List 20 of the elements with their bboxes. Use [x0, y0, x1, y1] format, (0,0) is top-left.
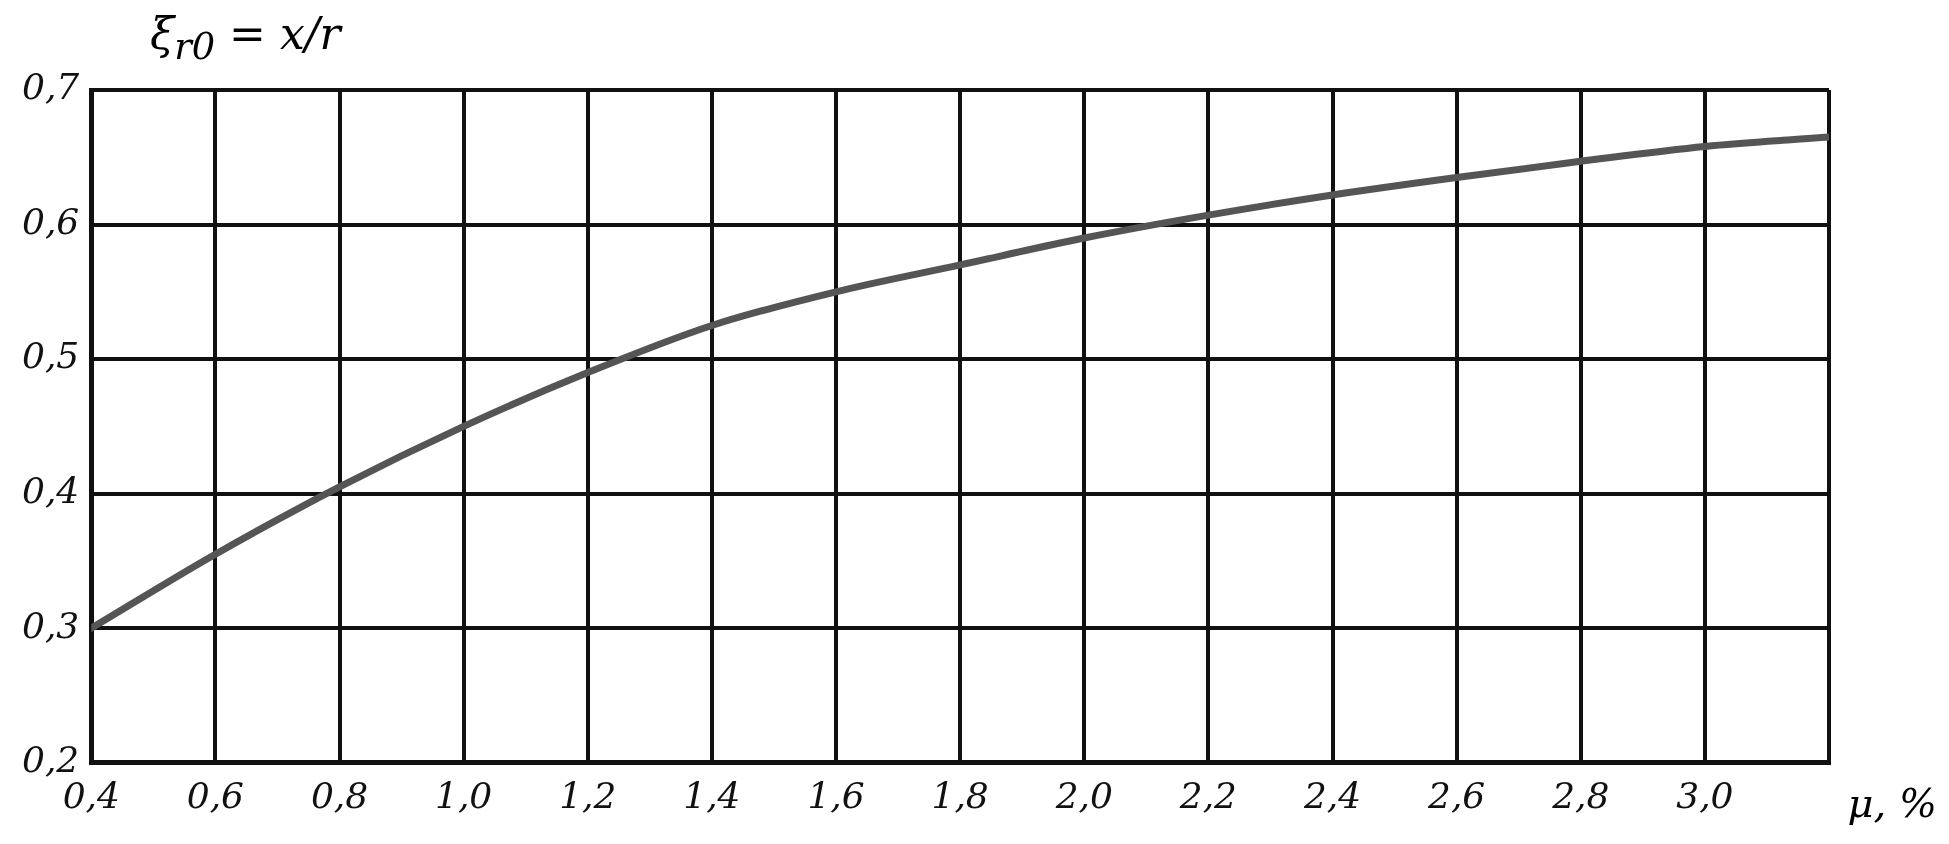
- x-tick-label: 3,0: [1676, 774, 1734, 816]
- x-tick-label: 2,0: [1054, 774, 1113, 816]
- x-tick-label: 1,8: [931, 774, 989, 816]
- x-axis-title: μ, %: [1847, 780, 1937, 826]
- x-tick-label: 2,2: [1178, 774, 1238, 816]
- y-tick-label: 0,4: [21, 470, 80, 512]
- x-tick-label: 2,8: [1551, 774, 1610, 816]
- x-tick-label: 1,4: [683, 774, 741, 816]
- x-tick-label: 2,4: [1302, 774, 1362, 816]
- y-tick-label: 0,3: [21, 604, 80, 646]
- x-tick-label: 0,8: [310, 774, 369, 816]
- y-tick-label: 0,5: [21, 335, 80, 377]
- x-tick-label: 1,2: [559, 774, 617, 816]
- x-tick-label: 0,6: [186, 774, 245, 816]
- y-tick-label: 0,7: [21, 66, 80, 108]
- y-tick-label: 0,6: [21, 200, 80, 242]
- x-tick-label: 1,6: [807, 774, 865, 816]
- x-tick-label: 1,0: [434, 774, 493, 816]
- x-tick-label: 2,6: [1426, 774, 1486, 816]
- y-axis-title: ξ$_{r0}$ = x/r: [150, 8, 341, 68]
